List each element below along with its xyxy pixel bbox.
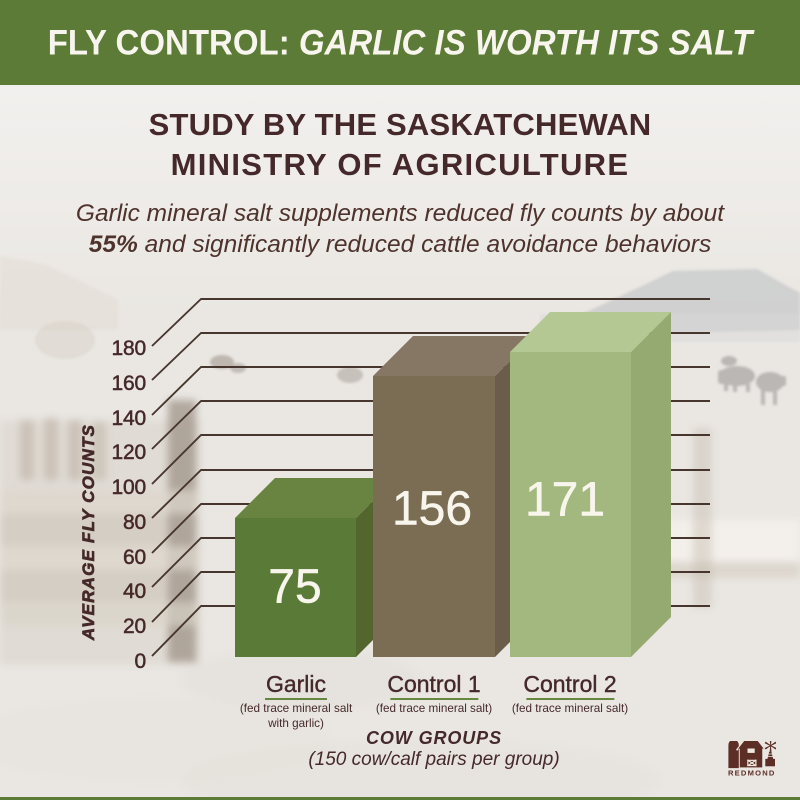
svg-text:REDMOND: REDMOND	[728, 768, 776, 776]
